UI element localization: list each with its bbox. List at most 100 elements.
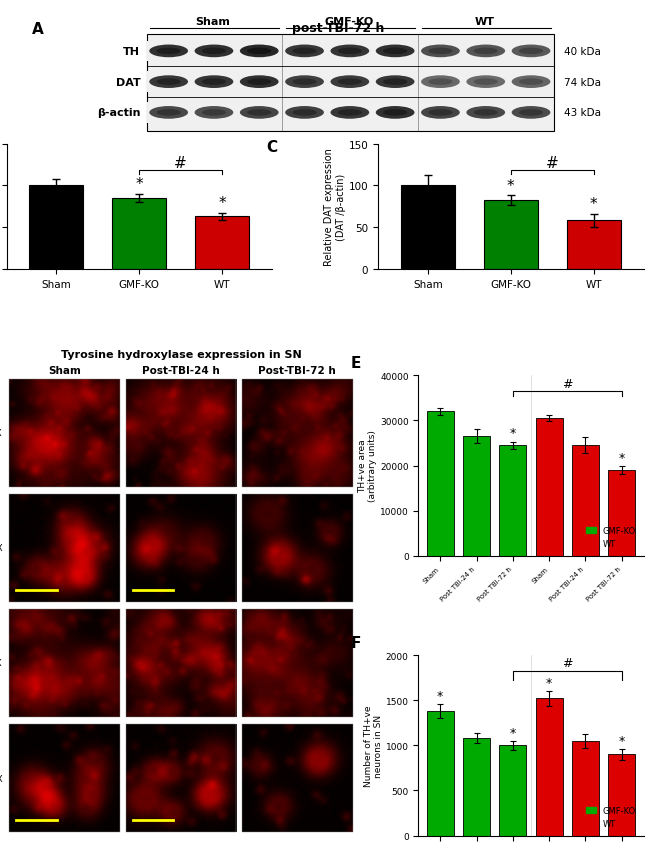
Ellipse shape — [194, 76, 233, 89]
Ellipse shape — [202, 110, 226, 116]
Ellipse shape — [428, 79, 452, 86]
Ellipse shape — [247, 49, 271, 55]
Ellipse shape — [194, 46, 233, 58]
Bar — [195, 217, 249, 269]
Ellipse shape — [247, 79, 271, 86]
Text: #: # — [174, 155, 187, 170]
Bar — [328, 103, 372, 123]
Text: #: # — [562, 657, 573, 669]
Bar — [373, 73, 417, 93]
Ellipse shape — [428, 110, 452, 116]
Bar — [9, 724, 120, 832]
Ellipse shape — [376, 76, 415, 89]
Ellipse shape — [428, 49, 452, 55]
Bar — [328, 73, 372, 93]
Bar — [283, 41, 326, 62]
Ellipse shape — [338, 79, 362, 86]
Bar — [9, 724, 120, 832]
Bar — [242, 380, 352, 487]
Bar — [9, 380, 120, 487]
Ellipse shape — [240, 107, 279, 120]
Text: Post-TBI-72 h: Post-TBI-72 h — [258, 365, 336, 376]
Bar — [567, 221, 621, 269]
Ellipse shape — [194, 107, 233, 120]
Bar — [237, 73, 281, 93]
Text: A: A — [32, 22, 44, 37]
Text: Sham: Sham — [196, 17, 231, 27]
Ellipse shape — [330, 46, 369, 58]
Bar — [499, 745, 526, 836]
Text: 74 kDa: 74 kDa — [564, 78, 601, 88]
Bar — [125, 380, 236, 487]
Ellipse shape — [376, 107, 415, 120]
Bar — [463, 738, 490, 836]
Ellipse shape — [512, 46, 551, 58]
Ellipse shape — [474, 49, 498, 55]
Ellipse shape — [157, 110, 181, 116]
Ellipse shape — [150, 76, 188, 89]
Bar — [419, 103, 462, 123]
Bar — [283, 103, 326, 123]
Text: #: # — [562, 377, 573, 390]
Ellipse shape — [330, 76, 369, 89]
Ellipse shape — [240, 46, 279, 58]
Text: E: E — [351, 355, 361, 371]
Ellipse shape — [383, 49, 408, 55]
Bar — [536, 419, 563, 556]
Ellipse shape — [292, 110, 317, 116]
Text: C: C — [266, 139, 278, 154]
Bar — [608, 470, 635, 556]
Bar — [125, 724, 236, 832]
Bar — [9, 609, 120, 717]
Text: Sham: Sham — [48, 365, 81, 376]
Bar — [509, 41, 553, 62]
Ellipse shape — [466, 46, 505, 58]
Y-axis label: Number of TH+ve
neurons in SN: Number of TH+ve neurons in SN — [363, 705, 383, 786]
Text: *: * — [510, 726, 516, 739]
Bar — [419, 73, 462, 93]
Ellipse shape — [421, 107, 460, 120]
Bar — [9, 609, 120, 717]
Text: *: * — [437, 690, 443, 702]
Bar — [29, 187, 83, 269]
Text: #: # — [546, 155, 558, 170]
Bar — [147, 35, 554, 132]
Bar — [499, 446, 526, 556]
Bar — [328, 41, 372, 62]
Legend: GMF-KO, WT: GMF-KO, WT — [583, 803, 640, 831]
Text: *: * — [135, 177, 143, 192]
Text: 40 kDa: 40 kDa — [564, 46, 601, 57]
Ellipse shape — [338, 110, 362, 116]
Text: *: * — [546, 677, 552, 690]
Bar — [463, 73, 508, 93]
Bar — [242, 609, 352, 717]
Ellipse shape — [330, 107, 369, 120]
Bar — [373, 41, 417, 62]
Bar — [192, 41, 236, 62]
Text: *: * — [619, 734, 625, 747]
Ellipse shape — [202, 79, 226, 86]
Text: 10X: 10X — [0, 429, 3, 438]
Ellipse shape — [338, 49, 362, 55]
Ellipse shape — [202, 49, 226, 55]
Text: DAT: DAT — [116, 78, 140, 88]
Bar — [419, 41, 462, 62]
Bar — [125, 724, 236, 832]
Bar — [509, 73, 553, 93]
Text: *: * — [510, 427, 516, 440]
Bar — [463, 41, 508, 62]
Bar — [237, 103, 281, 123]
Text: *: * — [507, 179, 515, 193]
Bar — [608, 755, 635, 836]
Bar — [426, 711, 454, 836]
Text: TH: TH — [124, 46, 140, 57]
Ellipse shape — [247, 110, 271, 116]
Ellipse shape — [285, 107, 324, 120]
Ellipse shape — [157, 49, 181, 55]
Bar — [237, 41, 281, 62]
Ellipse shape — [240, 76, 279, 89]
Ellipse shape — [150, 107, 188, 120]
Ellipse shape — [157, 79, 181, 86]
Bar — [125, 609, 236, 717]
Bar — [147, 41, 190, 62]
